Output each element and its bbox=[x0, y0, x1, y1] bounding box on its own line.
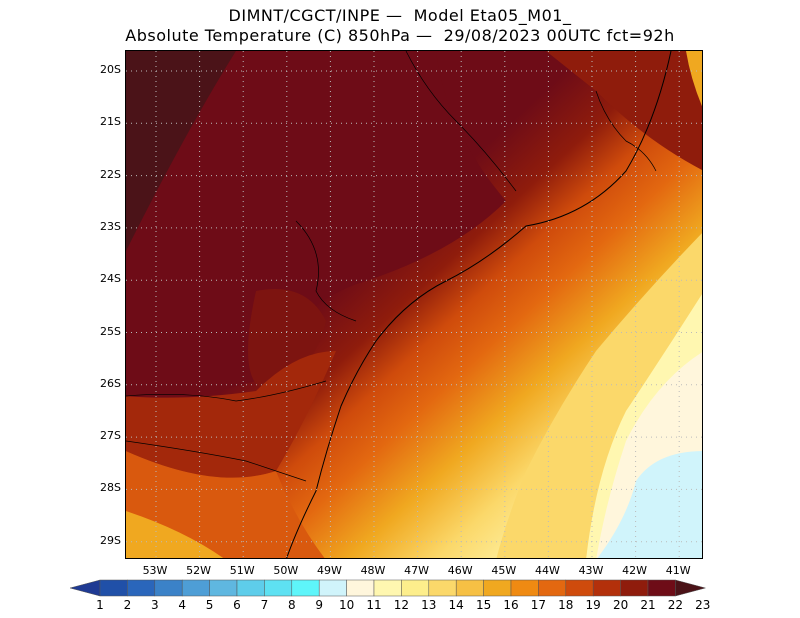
state-border-2 bbox=[126, 440, 307, 482]
latitude-label: 28S bbox=[100, 481, 121, 495]
region-21c-ne bbox=[546, 51, 702, 170]
colorbar-label: 2 bbox=[123, 598, 132, 612]
longitude-label: 44W bbox=[534, 564, 560, 577]
colorbar-segment bbox=[483, 579, 512, 597]
colorbar-segment bbox=[620, 579, 649, 597]
colorbar-segment bbox=[346, 579, 375, 597]
colorbar-label: 16 bbox=[503, 598, 519, 612]
latitude-label: 26S bbox=[100, 376, 121, 390]
colorbar-label: 1 bbox=[96, 598, 104, 612]
coastline bbox=[286, 51, 672, 558]
chart-title-line2: Absolute Temperature (C) 850hPa — 29/08/… bbox=[125, 26, 675, 45]
colorbar-segment bbox=[291, 579, 320, 597]
colorbar-arrow-right bbox=[675, 579, 707, 597]
colorbar-segment bbox=[127, 579, 156, 597]
temperature-map bbox=[125, 50, 703, 559]
longitude-label: 50W bbox=[273, 564, 299, 577]
longitude-label: 49W bbox=[316, 564, 342, 577]
colorbar-label: 7 bbox=[260, 598, 269, 612]
longitude-label: 47W bbox=[404, 564, 430, 577]
colorbar-label: 10 bbox=[338, 598, 355, 612]
colorbar-segment bbox=[592, 579, 621, 597]
colorbar-label: 18 bbox=[558, 598, 574, 612]
colorbar-label: 8 bbox=[287, 598, 296, 612]
longitude-label: 45W bbox=[491, 564, 517, 577]
colorbar-label: 4 bbox=[178, 598, 186, 612]
longitude-label: 52W bbox=[186, 564, 212, 577]
colorbar-segment bbox=[264, 579, 293, 597]
chart-title-line1: DIMNT/CGCT/INPE — Model Eta05_M01_ bbox=[228, 6, 572, 25]
colorbar-label: 3 bbox=[150, 598, 159, 612]
latitude-label: 24S bbox=[100, 272, 121, 286]
region-20c bbox=[126, 351, 336, 478]
longitude-label: 42W bbox=[622, 564, 648, 577]
colorbar-segment bbox=[373, 579, 402, 597]
longitude-label: 51W bbox=[229, 564, 255, 577]
colorbar-segment bbox=[401, 579, 430, 597]
colorbar-segment bbox=[455, 579, 484, 597]
colorbar-label: 14 bbox=[448, 598, 464, 612]
colorbar-label: 6 bbox=[233, 598, 241, 612]
region-22c bbox=[126, 51, 506, 397]
colorbar-label: 21 bbox=[640, 598, 656, 612]
colorbar-label: 9 bbox=[315, 598, 323, 612]
state-border-5 bbox=[595, 90, 657, 172]
colorbar-label: 20 bbox=[612, 598, 629, 612]
colorbar-label: 23 bbox=[695, 598, 711, 612]
colorbar bbox=[70, 579, 707, 597]
colorbar-segment bbox=[538, 579, 567, 597]
region-21c bbox=[248, 289, 326, 391]
colorbar-segment bbox=[209, 579, 238, 597]
colorbar-segment bbox=[154, 579, 183, 597]
colorbar-arrow-left bbox=[70, 579, 101, 597]
longitude-label: 41W bbox=[665, 564, 691, 577]
longitude-label: 46W bbox=[447, 564, 473, 577]
state-border-3 bbox=[295, 220, 357, 322]
colorbar-label: 11 bbox=[366, 598, 382, 612]
latitude-label: 25S bbox=[100, 324, 121, 338]
longitude-label: 53W bbox=[142, 564, 168, 577]
colorbar-segment bbox=[318, 579, 347, 597]
colorbar-segment bbox=[99, 579, 128, 597]
region-16c-sw bbox=[126, 511, 224, 558]
colorbar-label: 12 bbox=[393, 598, 410, 612]
latitude-label: 20S bbox=[100, 63, 121, 76]
colorbar-segment bbox=[428, 579, 457, 597]
colorbar-label: 5 bbox=[205, 598, 214, 612]
colorbar-segment bbox=[565, 579, 594, 597]
state-border-4 bbox=[405, 51, 517, 192]
state-border-1 bbox=[126, 380, 327, 402]
region-10c bbox=[597, 451, 702, 558]
latitude-label: 22S bbox=[100, 167, 121, 181]
longitude-label: 48W bbox=[360, 564, 386, 577]
region-16c-ne bbox=[686, 51, 702, 107]
colorbar-label: 13 bbox=[421, 598, 437, 612]
colorbar-label: 22 bbox=[667, 598, 684, 612]
map-svg bbox=[126, 51, 702, 558]
longitude-label: 43W bbox=[578, 564, 604, 577]
colorbar-segment bbox=[647, 579, 676, 597]
latitude-label: 23S bbox=[100, 219, 121, 233]
colorbar-label: 15 bbox=[475, 598, 492, 612]
colorbar-segment bbox=[181, 579, 210, 597]
latitude-label: 27S bbox=[100, 429, 121, 443]
colorbar-label: 19 bbox=[585, 598, 601, 612]
colorbar-segment bbox=[236, 579, 265, 597]
latitude-label: 29S bbox=[100, 533, 121, 547]
colorbar-segment bbox=[510, 579, 539, 597]
latitude-label: 21S bbox=[100, 115, 121, 129]
colorbar-label: 17 bbox=[530, 598, 547, 612]
